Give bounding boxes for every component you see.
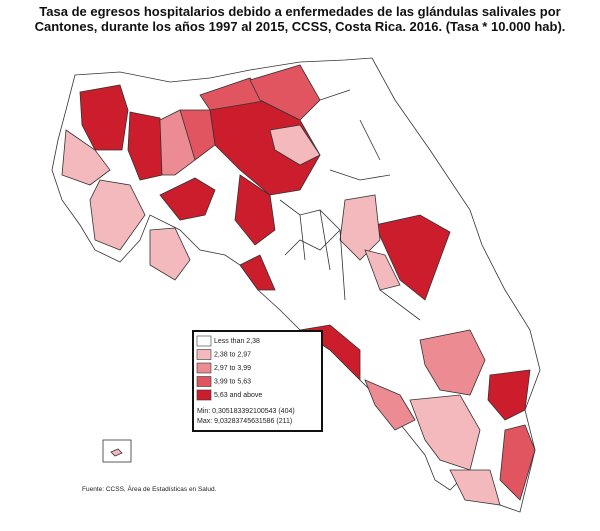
canton [487,369,531,421]
legend: Less than 2,38 2,38 to 2,97 2,97 to 3,99 3,… [192,330,323,432]
canton [364,379,416,431]
canton [249,64,321,121]
canton [149,227,191,281]
legend-min: Min: 0,305183392100543 (404) [197,408,295,415]
legend-label: 3,99 to 5,63 [214,378,251,385]
legend-label: 5,63 and above [214,392,262,399]
legend-swatch [196,335,212,347]
canton [159,177,216,221]
canton [79,84,129,151]
legend-label: 2,97 to 3,99 [214,365,251,372]
legend-label: 2,38 to 2,97 [214,351,251,358]
canton [499,424,536,501]
canton [364,249,401,291]
canton [419,329,486,396]
canton [89,179,146,251]
canton [239,254,276,291]
canton [374,214,451,301]
legend-swatch [196,349,212,360]
canton [234,174,276,246]
canton [339,194,381,261]
canton [449,469,501,506]
legend-label: Less than 2,38 [214,338,260,345]
canton-borders [279,89,421,321]
source-note: Fuente: CCSS, Área de Estadísticas en Sa… [82,486,217,493]
legend-box [192,330,323,432]
cantons [51,57,541,513]
canton [269,124,321,166]
canton [127,111,163,181]
legend-swatch [196,362,212,374]
canton [159,109,196,176]
canton [61,129,111,186]
legend-max: Max: 9,03283745631586 (211) [197,418,292,425]
island [110,448,123,457]
legend-swatch [196,389,212,401]
map-title: Tasa de egresos hospitalarios debido a e… [34,4,566,34]
legend-swatch [196,376,212,387]
